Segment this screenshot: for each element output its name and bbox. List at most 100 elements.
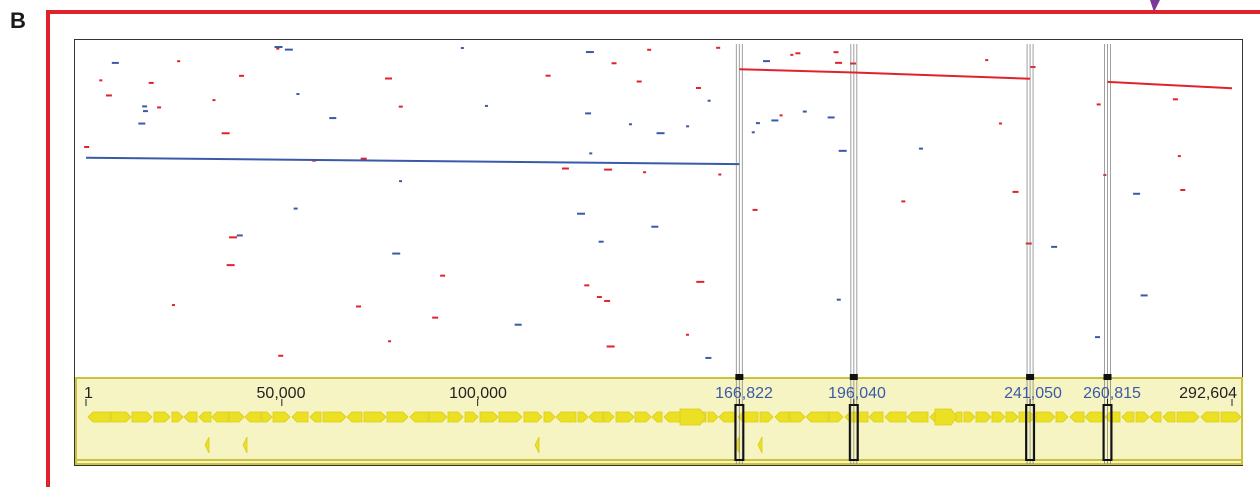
gene-arrow xyxy=(131,411,153,423)
gene-arrow xyxy=(309,411,322,423)
gene-arrow xyxy=(1084,411,1104,423)
gene-arrow xyxy=(428,411,448,423)
gene-arrow xyxy=(523,411,543,423)
breakpoint-label-2: 196,040 xyxy=(828,385,886,402)
gene-arrow xyxy=(261,411,273,423)
alignment-hit xyxy=(545,74,551,77)
alignment-hit xyxy=(901,200,906,203)
gene-arrow xyxy=(1135,411,1150,423)
alignment-hit xyxy=(484,104,488,107)
gene-arrow xyxy=(1104,411,1121,423)
alignment-hit xyxy=(771,119,779,122)
alignment-hit xyxy=(111,61,119,64)
scale-label-start: 1 xyxy=(84,385,93,402)
alignment-segment xyxy=(1107,80,1233,90)
alignment-hits xyxy=(84,46,1186,359)
alignment-hit xyxy=(278,354,284,357)
panel-label: B xyxy=(10,8,26,33)
alignment-hit xyxy=(686,125,690,128)
alignment-hit xyxy=(514,323,522,326)
gene-arrow xyxy=(1200,411,1220,423)
gene-arrow xyxy=(1176,411,1200,423)
gene-arrow xyxy=(110,411,132,423)
gene-arrow xyxy=(555,411,577,423)
alignment-segment xyxy=(739,68,854,74)
alignment-hit xyxy=(647,48,652,51)
gene-arrow xyxy=(737,411,759,423)
gene-arrow xyxy=(543,411,556,423)
scale-label-50000: 50,000 xyxy=(257,385,306,402)
alignment-hit xyxy=(585,51,594,54)
alignment-hit xyxy=(221,132,230,135)
alignment-hit xyxy=(229,236,238,239)
gene-arrow-lower xyxy=(534,436,540,454)
alignment-hit xyxy=(918,147,923,150)
alignment-hit xyxy=(705,356,712,359)
gene-arrow-lower xyxy=(204,436,210,454)
alignment-hit xyxy=(142,105,148,108)
alignment-hit xyxy=(329,117,337,120)
alignment-hit xyxy=(236,234,243,237)
gene-arrow-large xyxy=(679,408,707,426)
alignment-hit xyxy=(716,46,721,49)
gene-arrow xyxy=(577,411,589,423)
alignment-hit xyxy=(643,171,647,174)
alignment-hit xyxy=(138,122,146,125)
alignment-hit xyxy=(755,122,760,125)
gene-track xyxy=(87,408,1242,454)
alignment-hit xyxy=(561,167,569,170)
gene-arrow xyxy=(805,411,829,423)
gene-arrow-large xyxy=(934,408,958,426)
breakpoint-marker xyxy=(849,374,858,380)
alignment-hit xyxy=(1177,155,1181,158)
gene-arrow xyxy=(975,411,992,423)
gene-arrow xyxy=(1069,411,1085,423)
corner-arrow-icon xyxy=(1150,0,1160,12)
alignment-hit xyxy=(707,99,711,102)
gene-arrow xyxy=(171,411,184,423)
alignment-hit xyxy=(212,99,216,102)
alignment-hit xyxy=(604,299,611,302)
alignment-hit xyxy=(598,240,604,243)
frame-left-border xyxy=(46,10,50,487)
gene-arrow xyxy=(651,411,663,423)
breakpoint-marker xyxy=(1026,374,1035,380)
alignment-hit xyxy=(836,298,841,301)
gene-arrow xyxy=(409,411,429,423)
alignment-hit xyxy=(460,47,464,50)
gene-arrow xyxy=(272,411,291,423)
alignment-hit xyxy=(1172,98,1178,101)
gene-arrow xyxy=(1055,411,1069,423)
gene-arrow xyxy=(906,411,929,423)
scale-label-end: 292,604 xyxy=(1179,385,1237,402)
alignment-hit xyxy=(1051,245,1058,248)
scale-label-100000: 100,000 xyxy=(449,385,507,402)
alignment-hit xyxy=(589,152,593,155)
gene-arrow xyxy=(291,411,309,423)
gene-arrow xyxy=(244,411,262,423)
alignment-hit xyxy=(388,340,392,343)
alignment-hit xyxy=(584,284,590,287)
alignment-hit xyxy=(1025,242,1032,245)
alignment-hit xyxy=(596,296,602,299)
alignment-hit xyxy=(440,274,446,277)
alignment-hit xyxy=(148,81,154,84)
gene-arrow xyxy=(828,411,844,423)
alignment-hit xyxy=(651,225,659,228)
alignment-hit xyxy=(105,94,112,97)
gene-arrow xyxy=(464,411,479,423)
alignment-hit xyxy=(686,333,690,336)
gene-arrow xyxy=(991,411,1006,423)
alignment-hit xyxy=(84,145,90,148)
alignment-hit xyxy=(833,51,839,54)
gene-arrow xyxy=(1035,411,1056,423)
gene-arrow xyxy=(1162,411,1176,423)
alignment-hit xyxy=(171,304,175,307)
gene-arrow-lower xyxy=(242,436,248,454)
breakpoint-lines xyxy=(85,44,1233,464)
alignment-hit xyxy=(752,208,758,211)
gene-arrow xyxy=(603,411,615,423)
alignment-hit xyxy=(274,46,283,49)
breakpoint-marker xyxy=(1103,374,1112,380)
